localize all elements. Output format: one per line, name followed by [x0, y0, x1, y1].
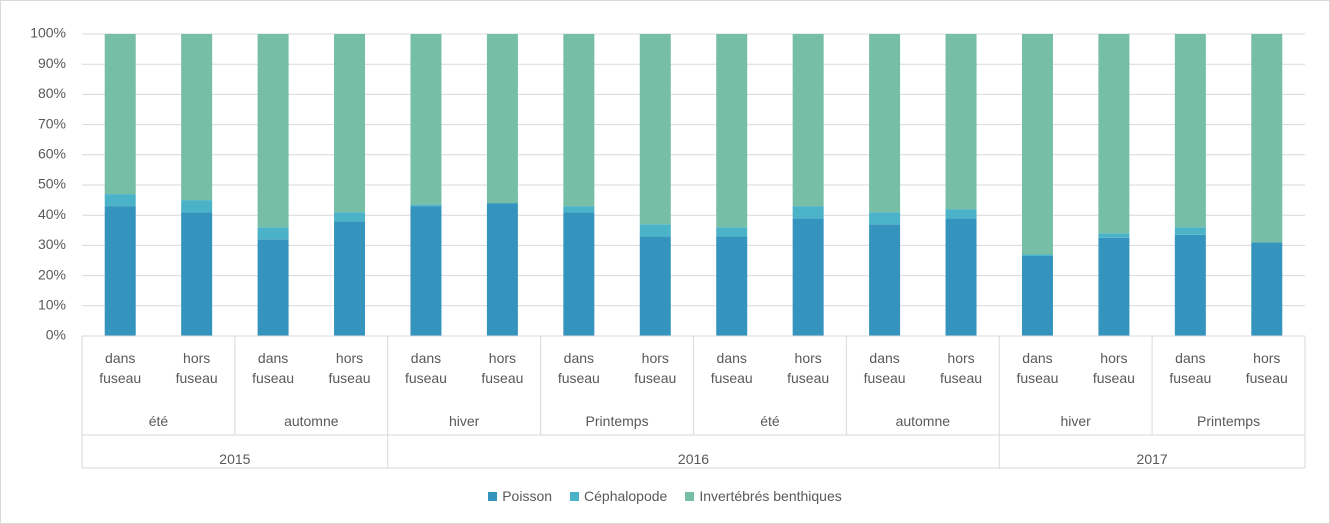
legend-item: Poisson — [488, 488, 552, 504]
x-tick-label: dans fuseau — [557, 350, 600, 386]
bar-segment — [1174, 34, 1206, 228]
x-tick-label: hors fuseau — [328, 350, 371, 386]
legend-swatch — [488, 491, 498, 501]
bar-segment — [257, 227, 289, 240]
bar-segment — [639, 34, 671, 225]
season-label: automne — [284, 413, 339, 429]
bar-segment — [410, 206, 442, 336]
bar-segment — [181, 200, 213, 213]
y-tick-label: 30% — [38, 236, 66, 252]
x-tick-label: hors fuseau — [1092, 350, 1135, 386]
year-label: 2017 — [1136, 451, 1168, 467]
bar-segment — [1251, 242, 1283, 336]
bar-segment — [639, 236, 671, 336]
bar-segment — [257, 239, 289, 336]
bar-segment — [1098, 237, 1130, 336]
season-label: été — [148, 413, 169, 429]
legend-item: Céphalopode — [570, 488, 667, 504]
bar-segment — [869, 224, 901, 336]
y-tick-label: 70% — [38, 115, 66, 131]
y-tick-label: 100% — [30, 25, 66, 41]
season-label: hiver — [1060, 413, 1091, 429]
y-tick-label: 0% — [46, 327, 66, 343]
bar-segment — [257, 34, 289, 228]
season-label: automne — [895, 413, 951, 429]
x-tick-label: dans fuseau — [1016, 350, 1059, 386]
legend-swatch — [570, 491, 580, 501]
bar-segment — [716, 227, 748, 237]
legend: Poisson Céphalopode Invertébrés benthiques — [0, 488, 1330, 504]
year-label: 2015 — [219, 451, 251, 467]
bar-segment — [410, 204, 442, 207]
y-tick-label: 60% — [38, 146, 66, 162]
bar-segment — [1174, 227, 1206, 235]
x-tick-label: hors fuseau — [1245, 350, 1288, 386]
bar-segment — [563, 212, 595, 336]
bar-segment — [486, 203, 518, 336]
season-label: été — [760, 413, 780, 429]
bar-segment — [639, 224, 671, 237]
bar-segment — [1021, 254, 1053, 256]
x-tick-label: dans fuseau — [404, 350, 447, 386]
bar-segment — [716, 34, 748, 228]
x-tick-label: hors fuseau — [175, 350, 218, 386]
x-tick-label: dans fuseau — [710, 350, 753, 386]
bar-segment — [792, 34, 824, 207]
bar-segment — [410, 34, 442, 205]
season-label: hiver — [449, 413, 480, 429]
bar-segment — [1021, 34, 1053, 255]
year-label: 2016 — [677, 451, 710, 467]
legend-label: Invertébrés benthiques — [699, 488, 842, 504]
season-label: Printemps — [1197, 413, 1261, 429]
bar-segment — [945, 34, 977, 210]
bar-segment — [486, 34, 518, 204]
bar-segment — [181, 212, 213, 336]
bar-segment — [104, 194, 136, 207]
legend-swatch — [685, 491, 695, 501]
bar-segment — [945, 209, 977, 219]
y-tick-label: 10% — [38, 297, 66, 313]
bar-segment — [1098, 34, 1130, 234]
bar-segment — [104, 34, 136, 195]
x-tick-label: dans fuseau — [99, 350, 142, 386]
x-tick-label: hors fuseau — [787, 350, 830, 386]
x-tick-label: hors fuseau — [634, 350, 677, 386]
bar-segment — [563, 206, 595, 213]
legend-item: Invertébrés benthiques — [685, 488, 842, 504]
x-tick-label: dans fuseau — [252, 350, 295, 386]
legend-label: Céphalopode — [584, 488, 668, 504]
y-tick-label: 80% — [38, 85, 66, 101]
legend-label: Poisson — [502, 488, 553, 504]
y-tick-label: 90% — [38, 55, 66, 71]
x-tick-label: dans fuseau — [863, 350, 906, 386]
x-tick-label: hors fuseau — [940, 350, 983, 386]
bar-segment — [1174, 234, 1206, 336]
x-tick-label: hors fuseau — [481, 350, 524, 386]
bar-segment — [716, 236, 748, 336]
bar-segment — [792, 218, 824, 336]
bar-segment — [181, 34, 213, 201]
bar-segment — [1098, 233, 1130, 238]
bar-segment — [563, 34, 595, 207]
y-tick-label: 20% — [38, 266, 66, 282]
season-label: Printemps — [585, 413, 649, 429]
bar-segment — [869, 212, 901, 225]
x-tick-label: dans fuseau — [1169, 350, 1212, 386]
bar-segment — [1251, 34, 1283, 243]
bar-segment — [334, 221, 366, 336]
bar-segment — [792, 206, 824, 219]
y-tick-label: 40% — [38, 206, 66, 222]
bar-segment — [104, 206, 136, 336]
bar-segment — [1021, 255, 1053, 336]
bar-segment — [869, 34, 901, 213]
bar-segment — [334, 34, 366, 213]
y-tick-label: 50% — [38, 176, 66, 192]
bar-segment — [945, 218, 977, 336]
bar-segment — [334, 212, 366, 222]
